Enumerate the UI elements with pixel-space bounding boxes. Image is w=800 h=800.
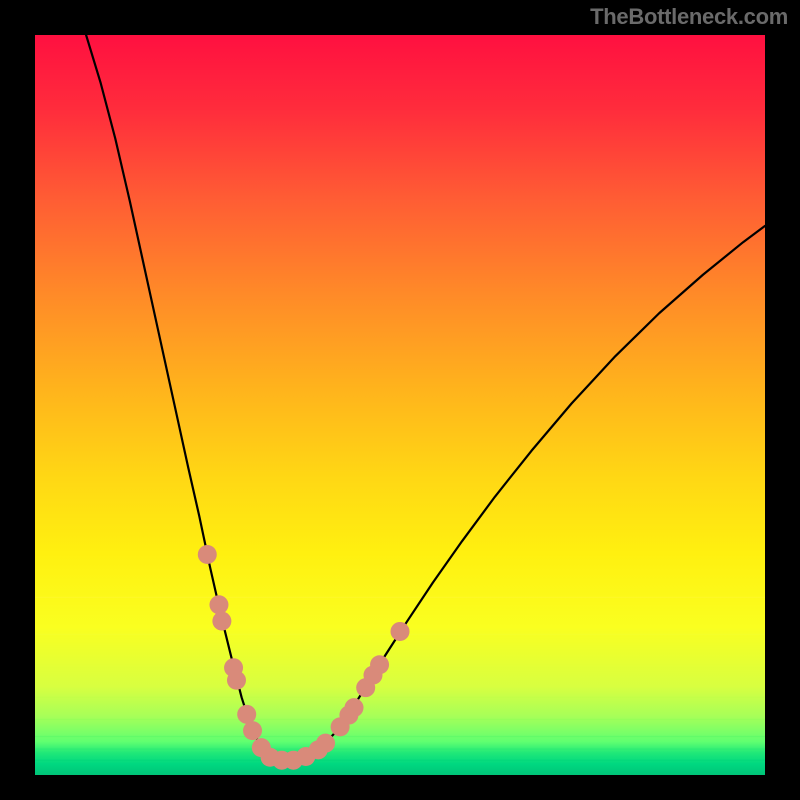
watermark-text: TheBottleneck.com [590, 4, 788, 30]
data-marker [198, 545, 217, 564]
plot-area [35, 35, 765, 775]
data-marker [209, 595, 228, 614]
data-marker [227, 671, 246, 690]
data-marker [237, 705, 256, 724]
gradient-background [35, 35, 765, 775]
data-marker [345, 698, 364, 717]
data-marker [370, 655, 389, 674]
data-marker [212, 612, 231, 631]
data-marker [391, 622, 410, 641]
data-marker [316, 734, 335, 753]
chart-container: TheBottleneck.com [0, 0, 800, 800]
data-marker [243, 721, 262, 740]
plot-svg [35, 35, 765, 775]
